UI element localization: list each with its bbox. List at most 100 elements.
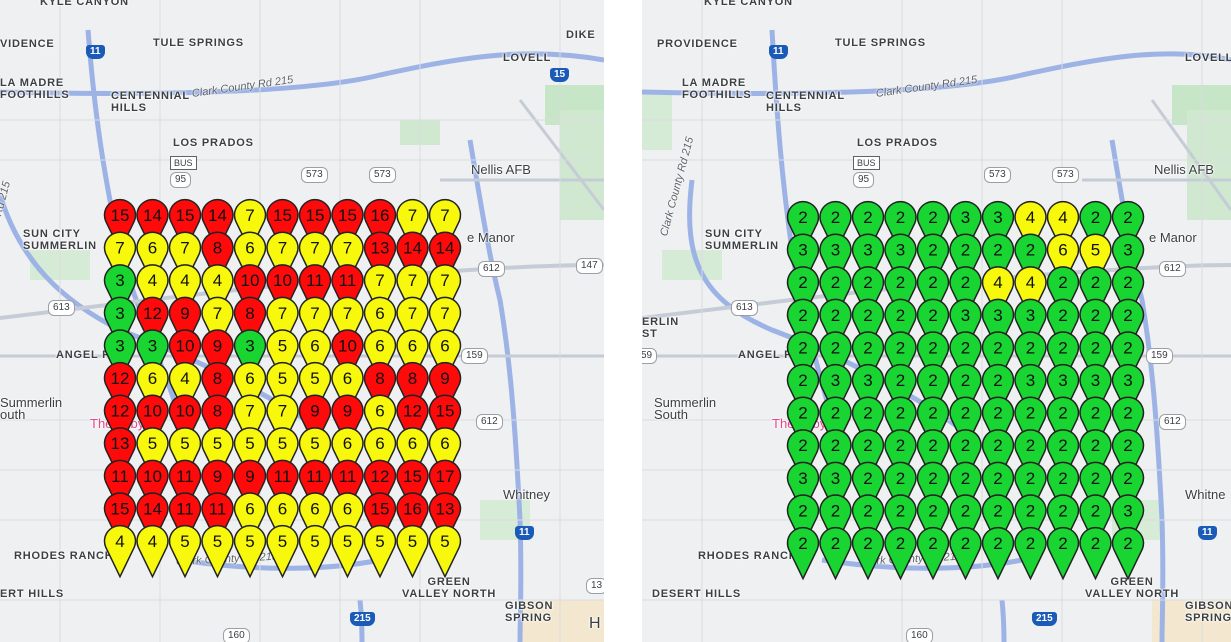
map-pin-marker[interactable]: 2 — [851, 396, 885, 450]
map-pin-marker[interactable]: 2 — [819, 526, 852, 581]
map-pin-marker[interactable]: 7 — [298, 231, 332, 285]
map-pin-marker[interactable]: 2 — [916, 266, 950, 320]
map-pin-marker[interactable]: 2 — [1111, 396, 1145, 450]
map-pin-marker[interactable]: 2 — [981, 363, 1015, 418]
map-pin-marker[interactable]: 6 — [428, 329, 462, 383]
map-pin-marker[interactable]: 5 — [266, 329, 299, 383]
map-pin-marker[interactable]: 3 — [786, 461, 820, 516]
map-pin-marker[interactable]: 5 — [266, 427, 299, 481]
map-pin-marker[interactable]: 16 — [396, 492, 429, 546]
map-pin-marker[interactable]: 2 — [884, 429, 917, 483]
map-pin-marker[interactable]: 2 — [884, 526, 917, 581]
map-pin-marker[interactable]: 2 — [1046, 494, 1080, 548]
map-pin-marker[interactable]: 3 — [786, 233, 820, 287]
map-pin-marker[interactable]: 2 — [1014, 233, 1047, 287]
map-pin-marker[interactable]: 8 — [233, 296, 267, 351]
map-pin-marker[interactable]: 12 — [136, 296, 169, 351]
map-pin-marker[interactable]: 3 — [949, 200, 982, 255]
map-pin-marker[interactable]: 7 — [201, 296, 234, 351]
map-pin-marker[interactable]: 2 — [851, 461, 885, 516]
map-pin-marker[interactable]: 3 — [1014, 298, 1047, 353]
map-pin-marker[interactable]: 2 — [1111, 331, 1145, 385]
map-pin-marker[interactable]: 2 — [1014, 494, 1047, 548]
map-pin-marker[interactable]: 3 — [851, 363, 885, 418]
map-pin-marker[interactable]: 5 — [201, 427, 234, 481]
map-pin-marker[interactable]: 13 — [363, 231, 397, 285]
map-pin-marker[interactable]: 2 — [916, 429, 950, 483]
map-pin-marker[interactable]: 5 — [201, 524, 234, 579]
map-pin-marker[interactable]: 4 — [1014, 266, 1047, 320]
map-pin-marker[interactable]: 2 — [916, 331, 950, 385]
map-pin-marker[interactable]: 2 — [1111, 298, 1145, 353]
map-pin-marker[interactable]: 10 — [266, 264, 299, 318]
map-pin-marker[interactable]: 2 — [916, 298, 950, 353]
map-pin-marker[interactable]: 2 — [949, 396, 982, 450]
map-pin-marker[interactable]: 5 — [298, 427, 332, 481]
map-pin-marker[interactable]: 2 — [949, 461, 982, 516]
map-pin-marker[interactable]: 2 — [851, 494, 885, 548]
map-pin-marker[interactable]: 2 — [851, 266, 885, 320]
map-pin-marker[interactable]: 5 — [233, 427, 267, 481]
map-pin-marker[interactable]: 2 — [786, 298, 820, 353]
map-pin-marker[interactable]: 15 — [396, 459, 429, 514]
map-pin-marker[interactable]: 6 — [233, 231, 267, 285]
map-pin-marker[interactable]: 6 — [363, 296, 397, 351]
map-pin-marker[interactable]: 6 — [233, 361, 267, 416]
map-pin-marker[interactable]: 5 — [298, 524, 332, 579]
map-pin-marker[interactable]: 2 — [851, 298, 885, 353]
map-pin-marker[interactable]: 2 — [1014, 526, 1047, 581]
map-pin-marker[interactable]: 5 — [168, 524, 202, 579]
map-pin-marker[interactable]: 6 — [363, 394, 397, 448]
map-pin-marker[interactable]: 15 — [168, 198, 202, 253]
map-pin-marker[interactable]: 2 — [981, 233, 1015, 287]
map-pin-marker[interactable]: 7 — [233, 394, 267, 448]
map-pin-marker[interactable]: 7 — [298, 296, 332, 351]
map-pin-marker[interactable]: 12 — [103, 361, 137, 416]
map-pin-marker[interactable]: 3 — [103, 296, 137, 351]
map-pin-marker[interactable]: 10 — [168, 329, 202, 383]
map-pin-marker[interactable]: 5 — [1079, 233, 1112, 287]
map-pin-marker[interactable]: 15 — [428, 394, 462, 448]
map-pin-marker[interactable]: 2 — [981, 494, 1015, 548]
map-pin-marker[interactable]: 3 — [819, 233, 852, 287]
map-pin-marker[interactable]: 5 — [428, 524, 462, 579]
map-pin-marker[interactable]: 2 — [1014, 461, 1047, 516]
map-pin-marker[interactable]: 6 — [298, 492, 332, 546]
map-pin-marker[interactable]: 3 — [981, 298, 1015, 353]
map-pin-marker[interactable]: 7 — [428, 264, 462, 318]
map-pin-marker[interactable]: 2 — [884, 331, 917, 385]
map-pin-marker[interactable]: 2 — [1046, 396, 1080, 450]
map-pin-marker[interactable]: 7 — [428, 198, 462, 253]
map-pin-marker[interactable]: 2 — [1079, 461, 1112, 516]
map-pin-marker[interactable]: 3 — [136, 329, 169, 383]
map-pin-marker[interactable]: 2 — [949, 331, 982, 385]
map-pin-marker[interactable]: 6 — [428, 427, 462, 481]
map-pin-marker[interactable]: 2 — [949, 526, 982, 581]
map-pin-marker[interactable]: 11 — [331, 459, 364, 514]
map-pin-marker[interactable]: 5 — [363, 524, 397, 579]
map-pin-marker[interactable]: 4 — [103, 524, 137, 579]
map-pin-marker[interactable]: 7 — [233, 198, 267, 253]
map-pin-marker[interactable]: 2 — [786, 396, 820, 450]
map-pin-marker[interactable]: 2 — [851, 200, 885, 255]
map-pin-marker[interactable]: 14 — [136, 198, 169, 253]
map-pin-marker[interactable]: 7 — [428, 296, 462, 351]
map-pin-marker[interactable]: 6 — [331, 427, 364, 481]
map-pin-marker[interactable]: 2 — [981, 396, 1015, 450]
map-pin-marker[interactable]: 10 — [168, 394, 202, 448]
map-pin-marker[interactable]: 4 — [1046, 200, 1080, 255]
map-pin-marker[interactable]: 15 — [103, 198, 137, 253]
map-pin-marker[interactable]: 2 — [786, 266, 820, 320]
map-pin-marker[interactable]: 2 — [916, 396, 950, 450]
map-pin-marker[interactable]: 9 — [233, 459, 267, 514]
map-pin-marker[interactable]: 2 — [981, 526, 1015, 581]
map-pin-marker[interactable]: 2 — [1111, 461, 1145, 516]
map-pin-marker[interactable]: 4 — [136, 524, 169, 579]
map-pin-marker[interactable]: 5 — [331, 524, 364, 579]
map-pin-marker[interactable]: 6 — [396, 427, 429, 481]
map-pin-marker[interactable]: 6 — [136, 231, 169, 285]
map-pin-marker[interactable]: 5 — [168, 427, 202, 481]
map-pin-marker[interactable]: 2 — [884, 200, 917, 255]
map-pin-marker[interactable]: 6 — [233, 492, 267, 546]
map-pin-marker[interactable]: 7 — [363, 264, 397, 318]
